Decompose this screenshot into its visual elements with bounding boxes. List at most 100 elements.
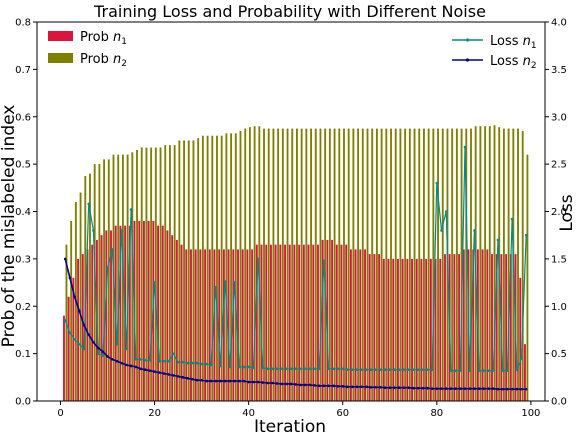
loss-n2-point <box>341 385 345 388</box>
loss-n1-point <box>176 360 180 364</box>
prob-n1-bar <box>509 254 512 401</box>
prob-n1-bar <box>81 254 84 401</box>
prob-n2-bar <box>159 147 162 401</box>
loss-n2-point <box>388 386 392 390</box>
right-y-tick-label: 4.0 <box>551 18 567 29</box>
loss-n1-point <box>374 368 377 372</box>
loss-n1-point <box>364 368 368 372</box>
loss-n2-point <box>383 386 387 390</box>
loss-n1-point <box>454 369 457 372</box>
prob-n2-bar <box>258 126 261 401</box>
loss-n1-point <box>190 361 194 365</box>
prob-n1-bar <box>143 220 145 401</box>
prob-n1-bar <box>255 244 258 401</box>
prob-n2-bar <box>517 128 519 401</box>
prob-n2-bar <box>220 135 223 401</box>
loss-n1-point <box>426 368 429 372</box>
loss-n2-point <box>242 379 246 383</box>
prob-n1-bar <box>406 258 409 401</box>
prob-n1-bar <box>401 258 404 401</box>
loss-n1-point <box>289 367 293 371</box>
loss-n1-point <box>322 259 326 263</box>
loss-n2-point <box>284 382 288 386</box>
line-series-group <box>63 145 528 391</box>
prob-n1-bar <box>364 249 366 401</box>
loss-n2-point <box>252 380 255 384</box>
loss-n2-point <box>308 383 312 387</box>
prob-n2-bar <box>131 152 134 401</box>
left-y-tick-label: 0.7 <box>15 65 31 76</box>
right-y-axis: 0.0 0.5 1.0 1.5 2.0 2.5 3.0 3.5 4.0 <box>545 18 567 408</box>
loss-n1-point <box>129 208 133 211</box>
loss-n2-point <box>468 387 472 390</box>
prob-n2-bar <box>413 128 416 401</box>
loss-n2-point <box>449 387 453 390</box>
legend-swatch <box>48 31 73 41</box>
prob-n2-bar <box>239 130 242 401</box>
loss-n1-point <box>317 367 321 371</box>
prob-n1-bar <box>199 249 202 401</box>
x-tick-label: 80 <box>430 408 443 419</box>
prob-n2-bar <box>357 128 360 401</box>
loss-n2-point <box>134 365 138 369</box>
loss-n2-point <box>496 387 500 391</box>
prob-n2-bar <box>352 128 355 401</box>
left-y-tick-label: 0.3 <box>15 254 31 265</box>
prob-n1-bar <box>349 249 352 401</box>
prob-n2-bar <box>291 128 294 401</box>
loss-n1-point <box>106 267 109 270</box>
prob-n1-bar <box>284 244 286 401</box>
loss-n1-point <box>157 359 161 363</box>
prob-n1-bar <box>194 249 197 401</box>
prob-n2-bar <box>366 128 369 401</box>
loss-n2-point <box>336 385 340 388</box>
prob-n1-bar <box>260 244 263 401</box>
loss-n1-point <box>280 367 283 371</box>
loss-n2-point <box>139 367 142 371</box>
prob-n2-bar <box>324 128 327 401</box>
prob-n2-bar <box>272 128 275 401</box>
prob-n2-bar <box>338 128 341 401</box>
right-y-axis-title: Loss <box>557 194 577 231</box>
loss-n2-point <box>289 382 293 386</box>
prob-n2-bar <box>465 128 468 401</box>
loss-n1-point <box>223 280 227 283</box>
loss-n2-point <box>379 385 382 389</box>
loss-n1-point <box>120 229 123 232</box>
loss-n1-point <box>63 319 67 322</box>
loss-n1-point <box>228 365 232 369</box>
loss-n2-point <box>68 276 72 280</box>
loss-n1-point <box>270 367 274 371</box>
prob-n1-bar <box>387 258 390 401</box>
prob-n2-bar <box>164 145 167 401</box>
prob-n2-bar <box>89 173 91 401</box>
prob-n1-bar <box>180 244 183 401</box>
loss-n2-point <box>350 385 354 389</box>
loss-n1-point <box>402 368 406 372</box>
prob-n2-bar <box>526 154 529 401</box>
prob-n2-bar <box>253 126 256 401</box>
prob-n2-bar <box>244 128 247 401</box>
loss-n1-point <box>82 347 86 351</box>
loss-n1-point <box>110 248 114 251</box>
prob-n2-bar <box>216 135 218 401</box>
prob-n1-bar <box>420 258 423 401</box>
prob-n1-bar <box>288 244 291 401</box>
loss-n2-point <box>181 376 185 379</box>
loss-n1-point <box>477 369 481 372</box>
loss-n1-point <box>261 366 265 370</box>
prob-n1-bar <box>204 249 207 401</box>
prob-n2-bar <box>305 128 308 401</box>
loss-n2-point <box>303 383 307 387</box>
legend-label: Prob n2 <box>80 52 127 69</box>
prob-n2-bar <box>154 147 157 401</box>
prob-n2-bar <box>437 128 439 401</box>
prob-n1-bar <box>340 244 343 401</box>
loss-n2-point <box>92 340 95 344</box>
loss-n1-point <box>482 369 486 372</box>
loss-n2-point <box>209 379 213 383</box>
loss-n2-point <box>143 368 147 372</box>
loss-n2-point <box>280 382 283 386</box>
loss-n1-point <box>491 369 495 372</box>
prob-n1-bar <box>345 244 348 401</box>
